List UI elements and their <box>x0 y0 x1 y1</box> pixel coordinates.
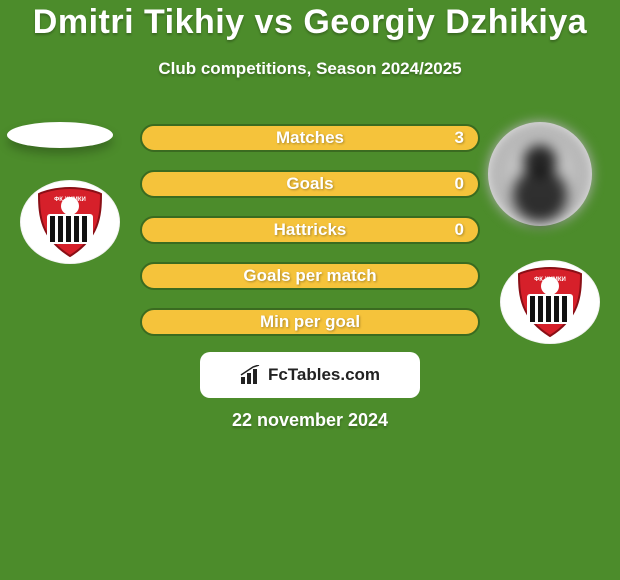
stat-bar: Min per goal <box>140 308 480 336</box>
stat-bar: Matches 3 <box>140 124 480 152</box>
stat-bar-value: 0 <box>455 218 464 242</box>
bars-icon <box>240 365 262 385</box>
comparison-subtitle: Club competitions, Season 2024/2025 <box>0 59 620 79</box>
stat-bar-label: Hattricks <box>142 218 478 242</box>
stat-bar-label: Matches <box>142 126 478 150</box>
player-left-club-badge: ФК ХИМКИ <box>20 180 120 264</box>
stat-bar-value: 3 <box>455 126 464 150</box>
generated-date: 22 november 2024 <box>0 410 620 431</box>
player-right-club-badge: ФК ХИМКИ <box>500 260 600 344</box>
svg-text:ФК ХИМКИ: ФК ХИМКИ <box>534 277 566 283</box>
stat-bar-value: 0 <box>455 172 464 196</box>
khimki-shield-icon: ФК ХИМКИ <box>35 186 105 258</box>
player-right-portrait <box>488 122 592 226</box>
stat-bar: Hattricks 0 <box>140 216 480 244</box>
brand-text: FcTables.com <box>268 365 380 385</box>
comparison-title: Dmitri Tikhiy vs Georgiy Dzhikiya <box>0 0 620 41</box>
stat-bar-label: Goals per match <box>142 264 478 288</box>
stat-bar-label: Min per goal <box>142 310 478 334</box>
khimki-shield-icon: ФК ХИМКИ <box>515 266 585 338</box>
stat-bar: Goals 0 <box>140 170 480 198</box>
stat-bar: Goals per match <box>140 262 480 290</box>
stat-bar-label: Goals <box>142 172 478 196</box>
brand-watermark: FcTables.com <box>200 352 420 398</box>
player-left-portrait <box>7 122 113 148</box>
svg-text:ФК ХИМКИ: ФК ХИМКИ <box>54 197 86 203</box>
stat-bars: Matches 3 Goals 0 Hattricks 0 Goals per … <box>140 124 480 354</box>
